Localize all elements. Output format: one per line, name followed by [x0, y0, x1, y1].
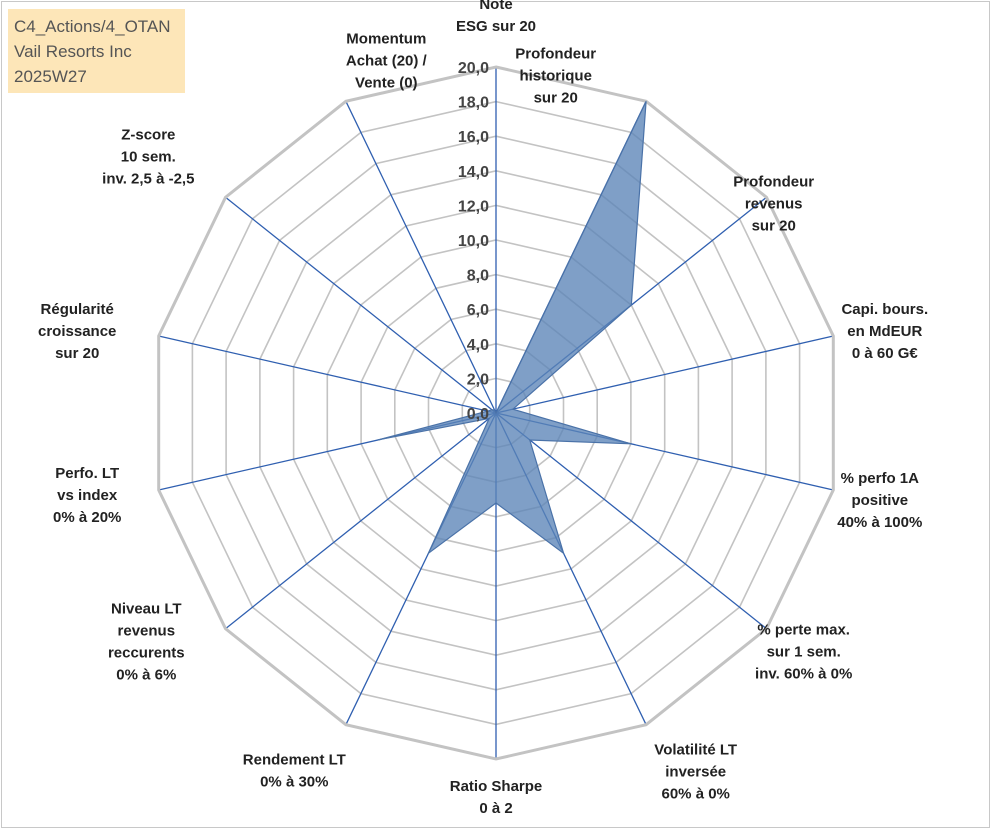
axis-label: Z-score [121, 127, 175, 144]
axis-label: 0% à 30% [260, 774, 328, 791]
axis-label-group: Note ESG sur 20 [456, 0, 536, 35]
tick-label: 6,0 [467, 302, 489, 319]
axis-label: sur 20 [752, 218, 796, 235]
axis-label: 0% à 6% [116, 666, 176, 683]
axis-label: Profondeur [733, 174, 814, 191]
axis-label: sur 20 [55, 345, 99, 362]
axis-label-group: % perfo 1A positive 40% à 100% [837, 470, 922, 531]
axis-label: Note [479, 0, 512, 13]
radar-axis-labels: Note ESG sur 20 Profondeur historique sur 20… [38, 0, 928, 817]
info-line-3: 2025W27 [14, 67, 87, 86]
axis-label: Volatilité LT [654, 742, 737, 759]
axis-label: inv. 2,5 à -2,5 [102, 171, 194, 188]
axis-label: Capi. bours. [841, 301, 928, 318]
tick-label: 20,0 [458, 60, 489, 77]
radar-series [377, 101, 647, 556]
axis-label: en MdEUR [847, 323, 922, 340]
axis-label-group: Volatilité LT inversée 60% à 0% [654, 742, 737, 803]
axis-label: Profondeur [515, 45, 596, 62]
axis-label: reccurents [108, 644, 185, 661]
radar-outer-ring [157, 65, 835, 761]
axis-label: vs index [57, 487, 118, 504]
axis-label: 0 à 60 G€ [852, 345, 919, 362]
info-line-2: Vail Resorts Inc [14, 42, 132, 61]
info-line-1: C4_Actions/4_OTAN [14, 17, 171, 36]
radar-spoke [495, 412, 767, 630]
tick-label: 16,0 [458, 129, 489, 146]
tick-label: 8,0 [467, 268, 489, 285]
tick-label: 14,0 [458, 164, 489, 181]
axis-label-group: Rendement LT 0% à 30% [243, 752, 346, 791]
axis-label: sur 20 [534, 89, 578, 106]
tick-label: 0,0 [467, 406, 489, 423]
axis-label-group: Niveau LT revenus reccurents 0% à 6% [108, 600, 185, 683]
radar-series-area [377, 101, 647, 556]
axis-label: Momentum [346, 30, 426, 47]
tick-label: 10,0 [458, 233, 489, 250]
axis-label: revenus [745, 196, 803, 213]
axis-label-group: % perte max. sur 1 sem. inv. 60% à 0% [755, 621, 852, 682]
axis-label-group: Capi. bours. en MdEUR 0 à 60 G€ [841, 301, 928, 362]
axis-label: Achat (20) / [346, 52, 428, 69]
axis-label: 0 à 2 [479, 800, 512, 817]
axis-label: 10 sem. [121, 149, 176, 166]
axis-label: Rendement LT [243, 752, 346, 769]
axis-label-group: Régularité croissance sur 20 [38, 301, 116, 362]
axis-label-group: Profondeur historique sur 20 [515, 45, 596, 106]
axis-label: Perfo. LT [55, 465, 119, 482]
tick-label: 4,0 [467, 337, 489, 354]
axis-label: 40% à 100% [837, 514, 922, 531]
axis-label: sur 1 sem. [767, 643, 841, 660]
axis-label: Vente (0) [355, 74, 418, 91]
axis-label: Niveau LT [111, 600, 182, 617]
axis-label-group: Momentum Achat (20) / Vente (0) [346, 30, 428, 91]
axis-label: inversée [665, 764, 726, 781]
radar-spoke [495, 335, 834, 414]
axis-label: croissance [38, 323, 116, 340]
tick-label: 2,0 [467, 371, 489, 388]
axis-label: 0% à 20% [53, 509, 121, 526]
axis-label: positive [851, 492, 908, 509]
axis-label: ESG sur 20 [456, 18, 536, 35]
axis-label: inv. 60% à 0% [755, 665, 852, 682]
tick-label: 12,0 [458, 198, 489, 215]
axis-label: historique [519, 67, 592, 84]
axis-label: revenus [118, 622, 176, 639]
axis-label: 60% à 0% [662, 786, 730, 803]
axis-label-group: Z-score 10 sem. inv. 2,5 à -2,5 [102, 127, 194, 188]
axis-label: Ratio Sharpe [450, 778, 543, 795]
radar-spoke [225, 412, 497, 630]
radar-tick-labels: 0,0 2,0 4,0 6,0 8,0 10,0 12,0 14,0 16,0 18,0 20,0 [458, 60, 489, 423]
radar-spoke [225, 196, 497, 414]
radar-outer-ring [157, 65, 835, 761]
radar-spoke [158, 335, 497, 414]
axis-label-group: Perfo. LT vs index 0% à 20% [53, 465, 121, 526]
tick-label: 18,0 [458, 95, 489, 112]
axis-label-group: Profondeur revenus sur 20 [733, 174, 814, 235]
axis-label: % perfo 1A [841, 470, 920, 487]
axis-label: % perte max. [757, 621, 850, 638]
info-box: C4_Actions/4_OTAN Vail Resorts Inc 2025W… [8, 9, 185, 93]
axis-label-group: Ratio Sharpe 0 à 2 [450, 778, 543, 817]
axis-label: Régularité [41, 301, 114, 318]
radar-spoke [345, 101, 497, 414]
